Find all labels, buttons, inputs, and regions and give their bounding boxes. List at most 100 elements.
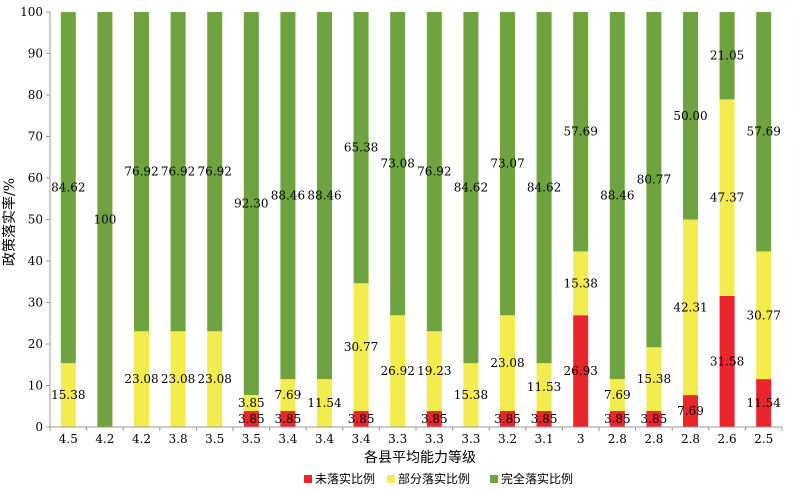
data-label-7-2: 88.46: [307, 189, 341, 203]
bar-segment-6-2: [280, 12, 296, 380]
data-label-12-1: 23.08: [490, 356, 524, 370]
bar-segment-12-0: [500, 411, 515, 427]
bar-segment-15-2: [609, 12, 625, 380]
data-labels-layer: 15.38 84.62 100 23.08 76.92 23.08 76.92 23.08 76…: [51, 49, 781, 426]
x-tick-label-3: 3.8: [169, 432, 188, 446]
x-tick-label-6: 3.4: [278, 432, 297, 446]
bar-segment-17-0: [683, 395, 698, 427]
data-label-15-2: 88.46: [600, 189, 634, 203]
data-label-8-2: 65.38: [344, 141, 378, 155]
y-tick-label-2: 20: [28, 337, 43, 351]
legend-swatch-1: [387, 475, 395, 483]
bar-segment-1-2: [97, 12, 113, 427]
data-label-13-2: 84.62: [527, 181, 561, 195]
legend-label-2: 完全落实比例: [501, 471, 573, 486]
x-axis-title: 各县平均能力等级: [364, 449, 476, 466]
data-label-6-2: 88.46: [271, 189, 305, 203]
data-label-3-2: 76.92: [161, 165, 195, 179]
bar-segment-6-1: [280, 379, 296, 412]
data-label-13-0: 3.85: [531, 412, 558, 426]
x-tick-label-11: 3.3: [461, 432, 480, 446]
legend-label-0: 未落实比例: [315, 471, 375, 486]
data-label-10-2: 76.92: [417, 165, 451, 179]
x-tick-label-14: 3: [577, 432, 585, 446]
bar-segment-2-1: [134, 331, 149, 427]
data-label-12-0: 3.85: [494, 412, 521, 426]
bar-segment-0-2: [60, 12, 76, 364]
x-tick-label-1: 4.2: [95, 432, 114, 446]
y-tick-label-0: 0: [35, 420, 43, 434]
data-label-13-1: 11.53: [527, 380, 561, 394]
y-tick-label-10: 100: [20, 5, 43, 19]
legend-label-1: 部分落实比例: [398, 471, 470, 486]
x-tick-label-15: 2.8: [608, 432, 627, 446]
data-label-11-2: 84.62: [454, 181, 488, 195]
bar-segment-18-0: [719, 295, 735, 427]
y-tick-label-1: 10: [28, 379, 43, 393]
x-tick-label-16: 2.8: [644, 432, 663, 446]
data-label-18-2: 21.05: [710, 49, 744, 63]
y-tick-label-7: 70: [28, 130, 43, 144]
data-label-8-0: 3.85: [348, 412, 375, 426]
data-label-2-1: 23.08: [124, 372, 158, 386]
x-tick-label-19: 2.5: [754, 432, 773, 446]
data-label-9-1: 26.92: [381, 364, 415, 378]
bar-segment-11-1: [463, 363, 479, 427]
data-label-5-2: 92.30: [234, 197, 268, 211]
bar-segment-14-0: [573, 315, 589, 427]
bar-segment-18-2: [719, 12, 735, 100]
bar-segment-12-2: [500, 12, 515, 316]
bar-segment-7-1: [317, 379, 332, 427]
bar-segment-19-0: [756, 379, 772, 427]
bar-segment-13-0: [536, 411, 552, 427]
bar-segment-3-1: [170, 331, 186, 427]
x-tick-label-18: 2.6: [718, 432, 737, 446]
data-label-16-0: 3.85: [641, 412, 668, 426]
data-label-11-1: 15.38: [454, 388, 488, 402]
x-tick-label-8: 3.4: [352, 432, 371, 446]
x-tick-label-5: 3.5: [242, 432, 261, 446]
data-label-18-1: 47.37: [710, 191, 744, 205]
data-label-19-2: 57.69: [747, 125, 781, 139]
data-label-0-2: 84.62: [51, 181, 85, 195]
x-tick-label-4: 3.5: [205, 432, 224, 446]
legend-swatch-0: [304, 475, 312, 483]
data-label-10-1: 19.23: [417, 364, 451, 378]
data-label-4-2: 76.92: [198, 165, 232, 179]
bar-segment-11-2: [463, 12, 479, 364]
bar-segment-15-0: [609, 411, 625, 427]
data-label-14-0: 26.93: [564, 364, 598, 378]
bar-segment-10-0: [426, 411, 442, 427]
data-label-17-0: 7.69: [677, 404, 704, 418]
bar-segment-17-2: [683, 12, 698, 220]
y-axis-title: 政策落实率/%: [1, 178, 18, 266]
data-label-19-1: 30.77: [747, 308, 781, 322]
data-label-19-0: 11.54: [747, 396, 782, 410]
bar-segment-6-0: [280, 411, 296, 427]
data-label-15-1: 7.69: [604, 388, 631, 402]
bar-segment-8-2: [353, 12, 369, 284]
bar-segment-5-1: [243, 395, 259, 412]
data-label-17-1: 42.31: [673, 300, 707, 314]
data-label-14-1: 15.38: [564, 276, 598, 290]
data-label-6-1: 7.69: [275, 388, 302, 402]
bar-segment-4-1: [207, 331, 223, 427]
data-label-2-2: 76.92: [124, 165, 158, 179]
data-label-9-2: 73.08: [381, 157, 415, 171]
x-tick-label-12: 3.2: [498, 432, 517, 446]
y-tick-label-5: 50: [28, 213, 43, 227]
data-label-4-1: 23.08: [198, 372, 232, 386]
data-label-7-1: 11.54: [307, 396, 342, 410]
bar-segment-12-1: [500, 315, 515, 412]
bar-segment-13-1: [536, 363, 552, 412]
data-label-14-2: 57.69: [564, 125, 598, 139]
y-tick-label-9: 90: [28, 47, 43, 61]
x-tick-label-13: 3.1: [535, 432, 554, 446]
data-label-17-2: 50.00: [673, 109, 707, 123]
bar-segment-18-1: [719, 99, 735, 296]
x-tick-label-10: 3.3: [425, 432, 444, 446]
bar-segment-7-2: [317, 12, 332, 380]
x-tick-label-7: 3.4: [315, 432, 334, 446]
data-label-3-1: 23.08: [161, 372, 195, 386]
